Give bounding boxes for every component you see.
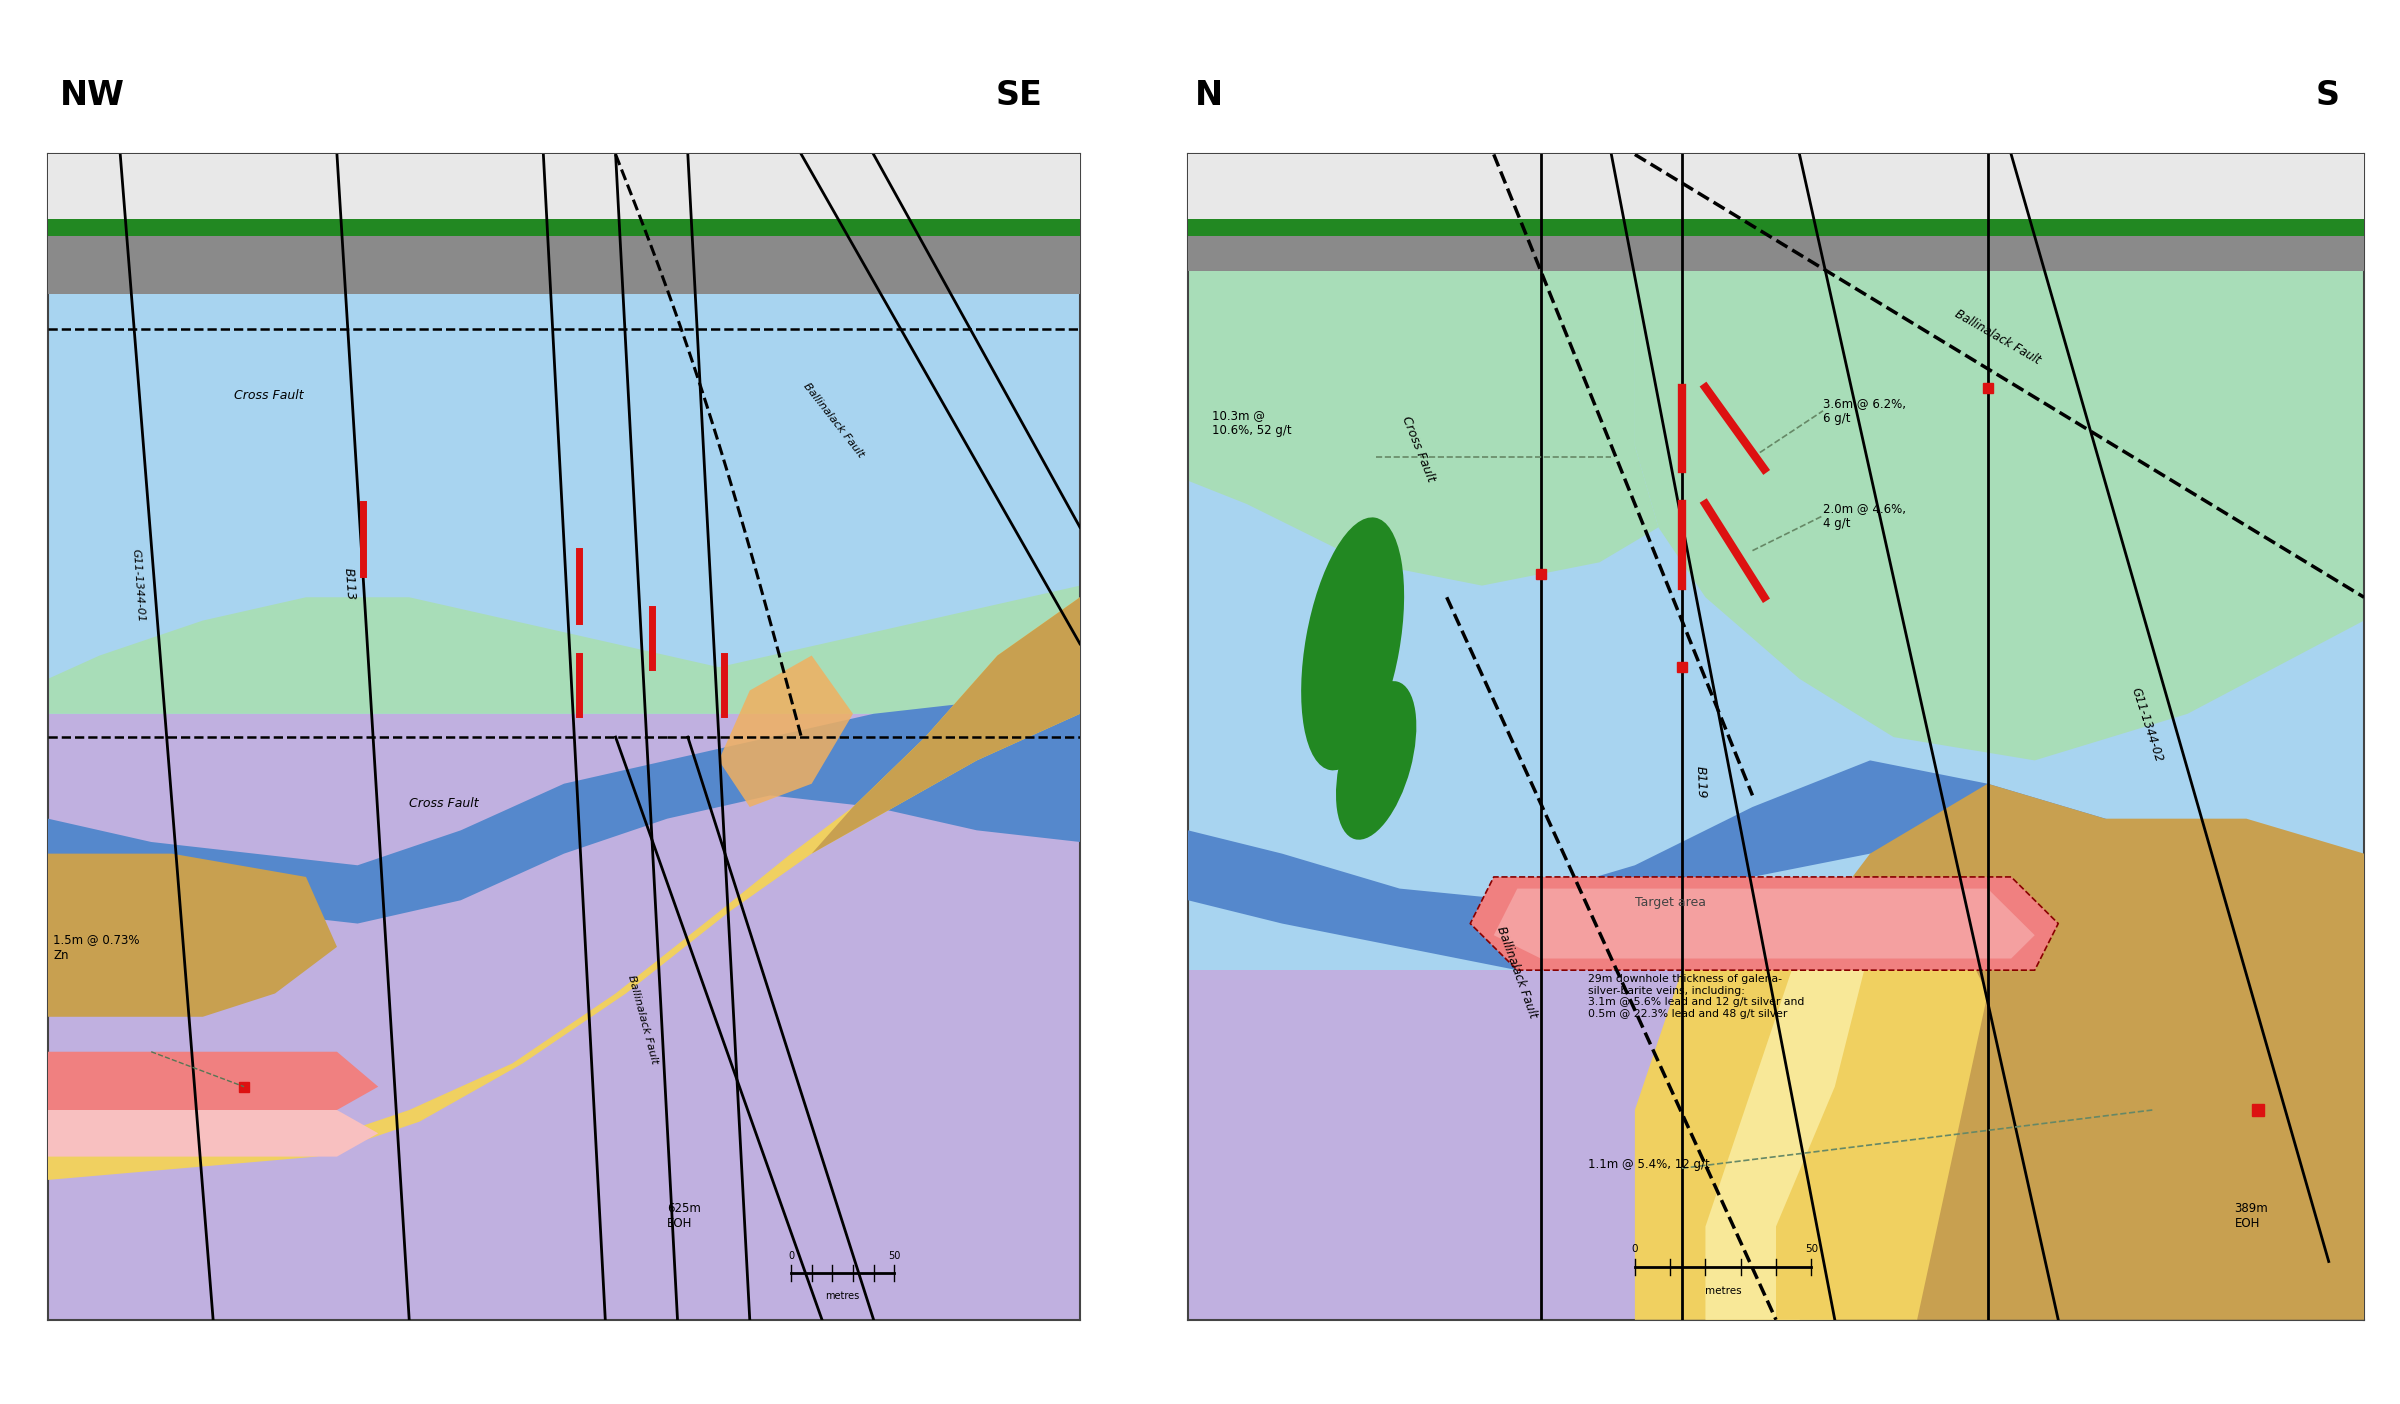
Ellipse shape xyxy=(1301,518,1404,771)
Text: metres: metres xyxy=(1704,1286,1742,1296)
Text: B119: B119 xyxy=(1694,765,1709,799)
Polygon shape xyxy=(1493,889,2035,959)
Polygon shape xyxy=(48,212,1080,295)
Polygon shape xyxy=(720,656,852,807)
Text: G11-1344-01: G11-1344-01 xyxy=(130,549,146,622)
Polygon shape xyxy=(1752,783,2364,1320)
Text: 1.5m @ 0.73%
Zn: 1.5m @ 0.73% Zn xyxy=(53,934,139,962)
Text: 389m
EOH: 389m EOH xyxy=(2234,1202,2268,1230)
Polygon shape xyxy=(48,1052,379,1111)
Text: 50: 50 xyxy=(1805,1244,1817,1254)
Polygon shape xyxy=(48,154,1080,225)
Text: 29m downhole thickness of galena-
silver-barite veins, including:
3.1m @ 5.6% le: 29m downhole thickness of galena- silver… xyxy=(1589,974,1805,1019)
Ellipse shape xyxy=(1337,681,1416,840)
Text: G11-1344-02: G11-1344-02 xyxy=(2129,685,2165,764)
Text: N: N xyxy=(1195,79,1224,112)
Polygon shape xyxy=(48,1111,379,1157)
Polygon shape xyxy=(48,585,1080,713)
Text: Cross Fault: Cross Fault xyxy=(233,389,302,402)
Text: B113: B113 xyxy=(343,567,358,601)
Polygon shape xyxy=(48,219,1080,236)
Polygon shape xyxy=(730,597,1080,913)
Polygon shape xyxy=(48,597,1080,1179)
Text: Ballinalack Fault: Ballinalack Fault xyxy=(1954,307,2042,368)
Polygon shape xyxy=(1634,878,1870,1320)
Polygon shape xyxy=(1188,154,1658,585)
Polygon shape xyxy=(1776,900,1987,1320)
Text: Ballinalack Fault: Ballinalack Fault xyxy=(626,974,660,1066)
Polygon shape xyxy=(1188,219,2364,236)
Polygon shape xyxy=(1706,946,1894,1320)
Polygon shape xyxy=(1188,154,2364,225)
Text: Ballinalack Fault: Ballinalack Fault xyxy=(802,380,866,459)
Polygon shape xyxy=(48,854,336,1016)
Text: 3.6m @ 6.2%,
6 g/t: 3.6m @ 6.2%, 6 g/t xyxy=(1824,397,1906,425)
Polygon shape xyxy=(1634,154,2364,761)
Polygon shape xyxy=(1188,154,2364,970)
Text: Target area: Target area xyxy=(1634,896,1706,908)
Text: 50: 50 xyxy=(888,1251,900,1261)
Text: 10.3m @
10.6%, 52 g/t: 10.3m @ 10.6%, 52 g/t xyxy=(1212,409,1291,437)
Text: SE: SE xyxy=(996,79,1044,112)
Text: 625m
EOH: 625m EOH xyxy=(667,1202,701,1230)
Text: 0: 0 xyxy=(1632,1244,1639,1254)
Text: Ballinalack Fault: Ballinalack Fault xyxy=(1493,924,1538,1019)
Text: Cross Fault: Cross Fault xyxy=(408,797,480,810)
Text: metres: metres xyxy=(826,1290,859,1300)
Polygon shape xyxy=(1188,761,2364,970)
Polygon shape xyxy=(1471,878,2059,970)
Polygon shape xyxy=(1188,212,2364,271)
Text: S: S xyxy=(2316,79,2340,112)
Text: Cross Fault: Cross Fault xyxy=(1399,414,1438,484)
Polygon shape xyxy=(48,154,1080,713)
Text: 1.1m @ 5.4%, 12 g/t: 1.1m @ 5.4%, 12 g/t xyxy=(1589,1158,1709,1171)
Text: 0: 0 xyxy=(787,1251,794,1261)
Text: 2.0m @ 4.6%,
4 g/t: 2.0m @ 4.6%, 4 g/t xyxy=(1824,503,1906,531)
Polygon shape xyxy=(48,702,1080,924)
Text: NW: NW xyxy=(60,79,125,112)
